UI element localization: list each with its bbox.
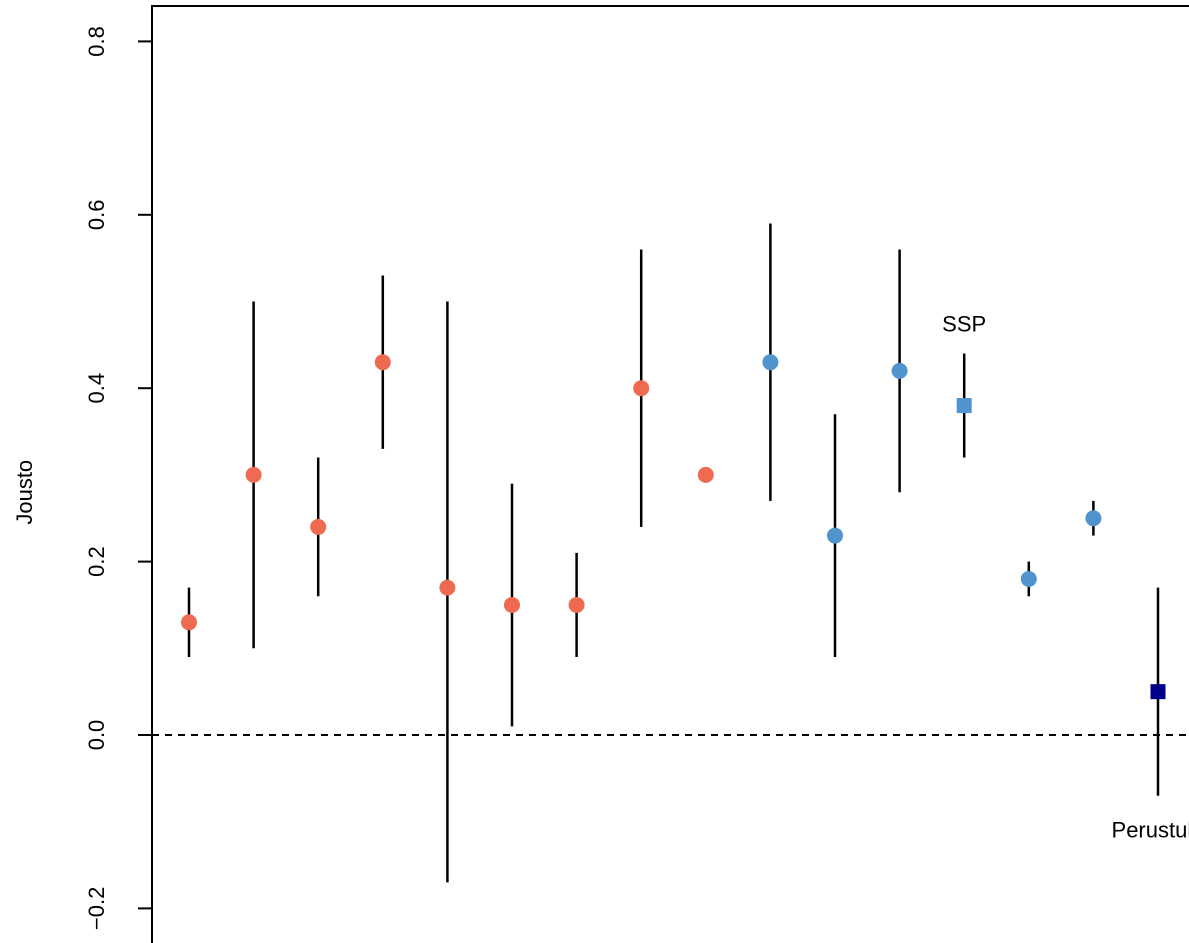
data-point-square xyxy=(1150,684,1166,700)
y-tick-label: 0.2 xyxy=(84,546,109,577)
data-point xyxy=(762,354,779,371)
y-tick-label: −0.2 xyxy=(84,887,109,930)
data-marks xyxy=(181,223,1166,883)
y-tick-label: 0.6 xyxy=(84,200,109,231)
data-point xyxy=(1085,510,1102,527)
data-point xyxy=(891,362,908,379)
axes: −0.2 0.0 0.2 0.4 0.6 0.8 Jousto xyxy=(12,26,152,930)
point-label: SSP xyxy=(942,312,986,337)
plot-area xyxy=(151,5,1189,943)
data-point xyxy=(697,466,714,483)
y-tick-label: 0.4 xyxy=(84,373,109,404)
data-point-square xyxy=(956,398,972,414)
data-point xyxy=(633,380,650,397)
annotations: SSP Perustulo xyxy=(942,312,1189,843)
data-point xyxy=(181,614,197,631)
data-point xyxy=(827,527,843,544)
point-label: Perustulo xyxy=(1112,818,1189,843)
data-point xyxy=(310,518,327,535)
plot-frame xyxy=(151,5,1189,943)
data-point xyxy=(374,354,391,371)
data-point xyxy=(245,466,262,483)
data-point xyxy=(1020,570,1037,587)
data-point xyxy=(439,579,456,596)
y-tick-label: 0.0 xyxy=(84,720,109,751)
data-point xyxy=(504,596,520,613)
y-tick-label: 0.8 xyxy=(84,26,109,57)
data-point xyxy=(568,596,585,613)
y-axis-title: Jousto xyxy=(12,460,37,525)
